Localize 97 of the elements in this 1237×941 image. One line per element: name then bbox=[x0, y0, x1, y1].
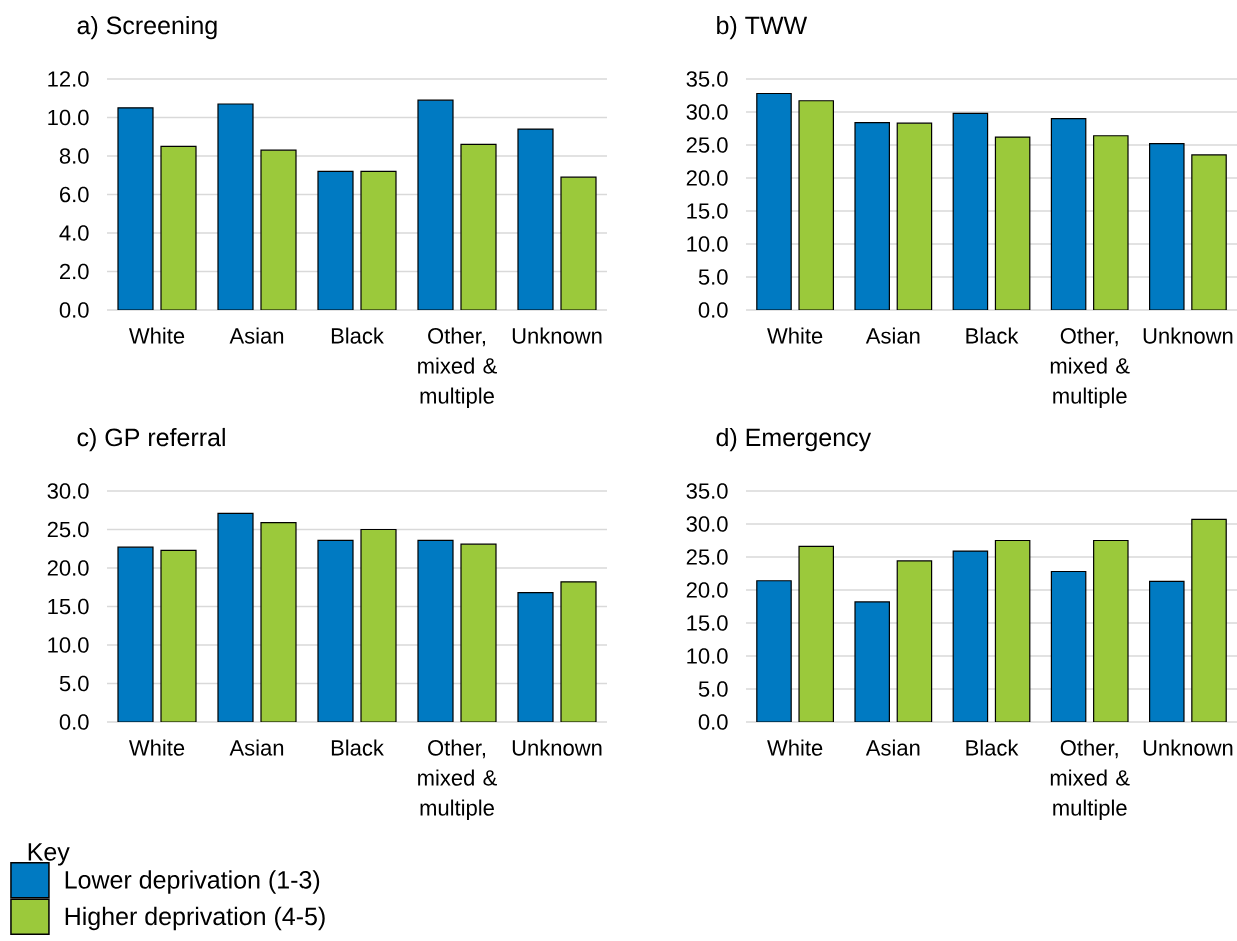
x-tick-label: White bbox=[767, 739, 823, 756]
y-tick-label: 0.0 bbox=[698, 302, 728, 318]
y-tick-label: 4.0 bbox=[59, 225, 89, 241]
bar bbox=[799, 100, 834, 310]
x-tick-label: Other, mixed & multiple bbox=[418, 327, 497, 409]
x-tick-label: Unknown bbox=[1143, 327, 1233, 344]
bar bbox=[418, 100, 453, 310]
bar bbox=[218, 513, 253, 722]
bar bbox=[1051, 571, 1086, 722]
bar bbox=[161, 550, 196, 722]
legend-title: Key bbox=[28, 843, 70, 866]
y-tick-label: 15.0 bbox=[687, 203, 728, 219]
bar bbox=[1051, 118, 1086, 310]
bar bbox=[261, 150, 296, 310]
legend-label: Lower deprivation (1-3) bbox=[65, 870, 320, 894]
y-tick-label: 0.0 bbox=[698, 714, 728, 730]
bar bbox=[418, 540, 453, 722]
bar bbox=[318, 171, 353, 310]
x-tick-label: Black bbox=[331, 739, 384, 756]
y-tick-label: 0.0 bbox=[59, 714, 89, 730]
bar bbox=[756, 580, 792, 722]
y-tick-label: 2.0 bbox=[60, 263, 89, 280]
bar bbox=[1191, 518, 1227, 722]
y-tick-label: 15.0 bbox=[687, 615, 728, 631]
bar bbox=[118, 547, 153, 722]
x-tick-label: Asian bbox=[229, 327, 284, 344]
y-tick-label: 10.0 bbox=[48, 637, 89, 653]
bar bbox=[953, 551, 988, 722]
x-tick-label: Asian bbox=[865, 739, 920, 756]
bar bbox=[118, 107, 153, 310]
bar bbox=[897, 123, 932, 310]
bar bbox=[1149, 143, 1185, 310]
bar bbox=[756, 93, 792, 310]
chart-title: c) GP referral bbox=[77, 427, 225, 452]
bar bbox=[799, 546, 834, 722]
y-tick-label: 10.0 bbox=[687, 648, 728, 664]
bar bbox=[1093, 135, 1129, 310]
x-tick-label: White bbox=[767, 327, 823, 344]
bar bbox=[897, 560, 932, 722]
bar bbox=[461, 544, 496, 722]
bar bbox=[995, 540, 1030, 722]
x-tick-label: Unknown bbox=[512, 739, 602, 756]
y-tick-label: 15.0 bbox=[48, 598, 89, 615]
x-tick-label: Other, mixed & multiple bbox=[418, 739, 497, 821]
y-tick-label: 30.0 bbox=[686, 516, 728, 532]
bar bbox=[361, 171, 396, 310]
y-tick-label: 5.0 bbox=[59, 675, 89, 692]
bar bbox=[995, 137, 1030, 310]
legend-label: Higher deprivation (4-5) bbox=[65, 906, 325, 931]
bar bbox=[1149, 580, 1185, 722]
y-tick-label: 5.0 bbox=[698, 269, 728, 285]
bar bbox=[1191, 154, 1227, 310]
bar bbox=[1093, 540, 1129, 722]
y-tick-label: 25.0 bbox=[47, 521, 89, 538]
y-tick-label: 5.0 bbox=[698, 681, 728, 697]
y-tick-label: 35.0 bbox=[686, 71, 728, 87]
x-tick-label: Black bbox=[331, 327, 384, 344]
y-tick-label: 0.0 bbox=[59, 302, 89, 318]
x-tick-label: Other, mixed & multiple bbox=[1050, 739, 1130, 821]
bar bbox=[161, 146, 196, 310]
y-tick-label: 25.0 bbox=[686, 137, 728, 153]
bar bbox=[261, 522, 296, 722]
bar bbox=[361, 529, 396, 722]
x-tick-label: Asian bbox=[865, 327, 920, 344]
y-tick-label: 30.0 bbox=[686, 104, 728, 120]
bar bbox=[461, 144, 496, 310]
y-tick-label: 6.0 bbox=[60, 186, 89, 203]
x-tick-label: White bbox=[128, 327, 185, 344]
bar bbox=[517, 128, 554, 310]
y-tick-label: 10.0 bbox=[48, 109, 89, 126]
y-tick-label: 30.0 bbox=[47, 483, 89, 499]
bar bbox=[318, 540, 353, 722]
x-tick-label: Other, mixed & multiple bbox=[1050, 327, 1130, 409]
y-tick-label: 12.0 bbox=[48, 71, 89, 87]
bar bbox=[560, 176, 597, 310]
bar bbox=[855, 601, 890, 722]
y-tick-label: 35.0 bbox=[686, 483, 728, 499]
chart-title: a) Screening bbox=[77, 15, 217, 40]
x-tick-label: Asian bbox=[229, 739, 284, 756]
x-tick-label: Black bbox=[966, 739, 1019, 756]
x-tick-label: White bbox=[128, 739, 185, 756]
y-tick-label: 10.0 bbox=[687, 236, 728, 252]
x-tick-label: Unknown bbox=[1143, 739, 1233, 756]
y-tick-label: 25.0 bbox=[686, 549, 728, 565]
y-tick-label: 20.0 bbox=[47, 560, 89, 576]
y-tick-label: 20.0 bbox=[686, 582, 728, 598]
bar bbox=[560, 581, 597, 722]
chart-title: d) Emergency bbox=[716, 427, 872, 452]
x-tick-label: Black bbox=[966, 327, 1019, 344]
y-tick-label: 20.0 bbox=[686, 170, 728, 186]
x-tick-label: Unknown bbox=[512, 327, 602, 344]
chart-title: b) TWW bbox=[717, 15, 808, 40]
y-tick-label: 8.0 bbox=[59, 148, 89, 164]
bar bbox=[517, 592, 554, 722]
bar bbox=[218, 104, 253, 310]
bar bbox=[953, 113, 988, 310]
bar bbox=[855, 122, 890, 310]
